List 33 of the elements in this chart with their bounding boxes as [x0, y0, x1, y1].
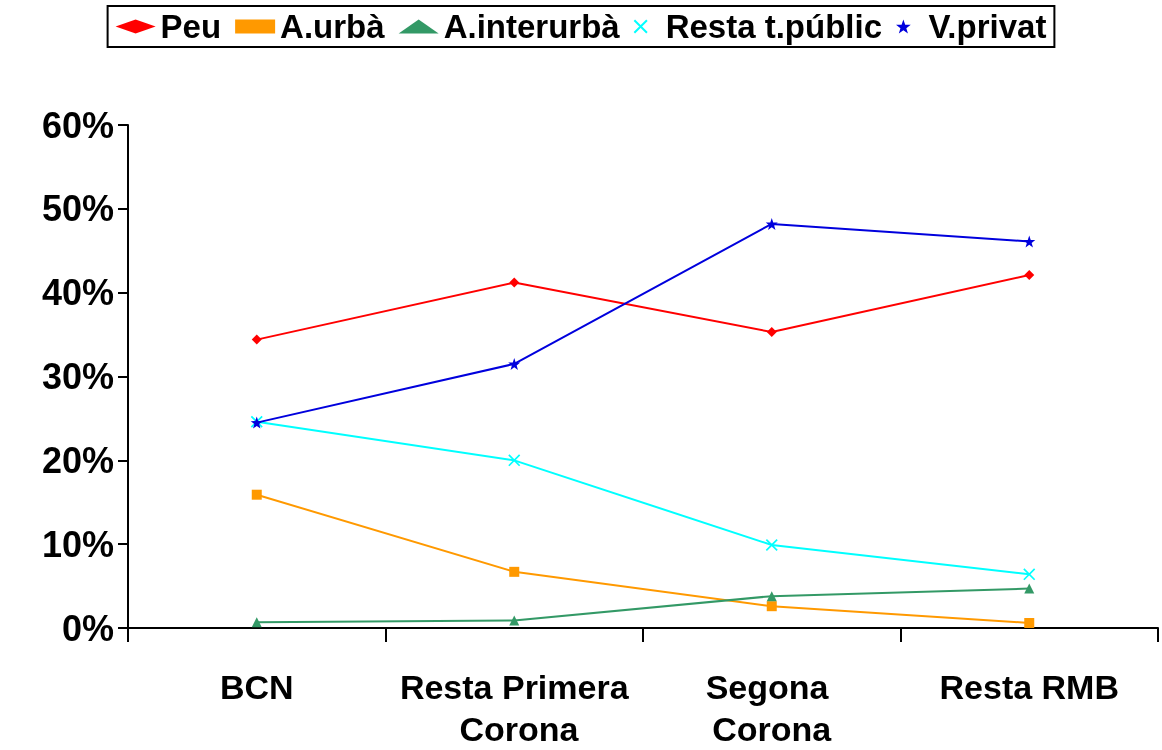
point [509, 566, 520, 577]
point [766, 327, 777, 338]
point [1024, 583, 1035, 594]
point [251, 334, 262, 345]
x-tick-label: Resta RMB [939, 668, 1119, 706]
legend-label: Peu [160, 8, 222, 45]
legend-label: A.urbà [280, 8, 386, 45]
point [508, 454, 521, 467]
y-tick-label: 20% [41, 439, 114, 481]
point [765, 217, 778, 230]
y-tick-label: 50% [41, 188, 114, 230]
y-tick-label: 30% [41, 356, 114, 397]
legend-label: A.interurbà [443, 8, 621, 45]
legend-label: Resta t.públic [665, 8, 883, 45]
point [509, 615, 520, 626]
point [1023, 235, 1036, 248]
y-tick-label: 40% [41, 272, 114, 314]
point [1023, 568, 1036, 581]
point [766, 601, 777, 612]
x-tick-label: BCN [219, 668, 294, 706]
point [766, 591, 777, 602]
x-tick-label: Segona Corona [705, 668, 838, 748]
y-tick-label: 60% [41, 104, 114, 146]
point [1024, 270, 1035, 281]
x-tick-label: Resta Primera Corona [399, 668, 630, 748]
legend-label: V.privat [928, 8, 1047, 45]
point [251, 489, 262, 500]
point [508, 357, 521, 370]
point [251, 617, 262, 628]
point [1024, 617, 1035, 628]
y-tick-label: 10% [41, 523, 114, 565]
point [509, 277, 520, 288]
y-tick-label: 0% [61, 607, 114, 649]
